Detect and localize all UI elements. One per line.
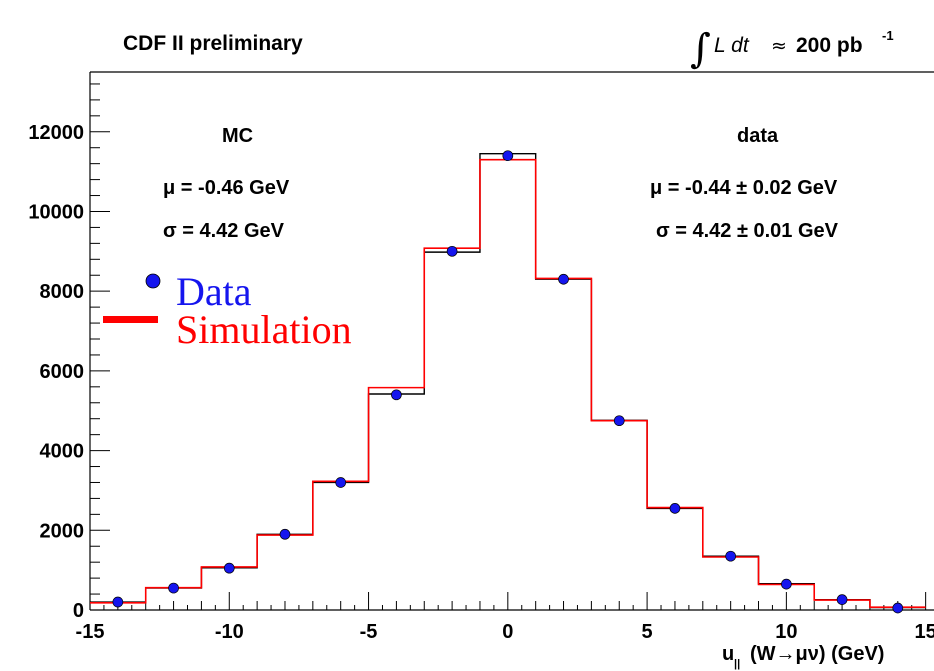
data-point: [669, 503, 681, 514]
approx-symbol: ≈: [771, 35, 787, 57]
mc-mu: μ = -0.46 GeV: [163, 177, 290, 199]
data-point: [502, 150, 514, 162]
x-tick-label: -15: [76, 621, 105, 643]
y-tick-label: 6000: [40, 361, 85, 383]
data-point: [391, 389, 402, 401]
y-tick-label: 4000: [40, 441, 85, 463]
data-point: [168, 582, 179, 594]
mc-heading: MC: [222, 125, 253, 147]
chart-title: CDF II preliminary: [123, 32, 303, 55]
mc-annotation: MC μ = -0.46 GeV σ = 4.42 GeV: [163, 125, 290, 242]
luminosity-exponent: -1: [882, 28, 894, 43]
data-mu: μ = -0.44 ± 0.02 GeV: [650, 177, 838, 199]
data-point: [446, 245, 458, 257]
x-axis-label-sub: ||: [734, 658, 740, 670]
data-point: [725, 550, 737, 562]
data-point: [112, 596, 124, 608]
x-tick-label: -10: [215, 621, 244, 643]
data-point: [892, 602, 904, 614]
data-point: [781, 578, 792, 590]
x-axis-label-main: u: [722, 643, 734, 665]
data-point: [223, 562, 235, 574]
y-tick-label: 12000: [28, 122, 84, 144]
data-points: [112, 150, 904, 614]
integral-symbol: ∫: [690, 26, 711, 72]
data-point: [836, 594, 848, 605]
luminosity-value: 200 pb: [796, 34, 863, 57]
x-tick-labels: -15 -10 -5 0 5 10 15: [76, 621, 934, 643]
x-tick-label: -5: [360, 621, 378, 643]
data-point: [613, 415, 625, 427]
y-tick-label: 0: [73, 600, 84, 622]
x-ticks: [89, 592, 927, 610]
luminosity-label: ∫ L dt ≈ 200 pb -1: [690, 26, 894, 72]
legend-data-marker: [145, 273, 161, 289]
mc-sigma: σ = 4.42 GeV: [163, 220, 285, 242]
x-axis-label: u || (W→μν) (GeV): [722, 643, 884, 670]
y-tick-labels: 0 2000 4000 6000 8000 10000 12000: [28, 122, 84, 622]
y-ticks: [90, 83, 110, 611]
y-tick-label: 2000: [40, 520, 85, 542]
data-point: [335, 477, 347, 488]
x-tick-label: 15: [915, 621, 934, 643]
data-heading: data: [737, 125, 779, 147]
luminosity-integrand: L dt: [714, 34, 750, 57]
x-tick-label: 10: [775, 621, 797, 643]
legend-data-label: Data: [176, 269, 252, 314]
y-tick-label: 10000: [28, 201, 84, 223]
x-tick-label: 5: [642, 621, 653, 643]
legend-simulation-marker: [103, 316, 158, 323]
legend-simulation-label: Simulation: [176, 307, 352, 352]
data-annotation: data μ = -0.44 ± 0.02 GeV σ = 4.42 ± 0.0…: [650, 125, 839, 242]
y-tick-label: 8000: [40, 281, 85, 303]
data-sigma: σ = 4.42 ± 0.01 GeV: [656, 220, 839, 242]
x-axis-label-rest: (W→μν) (GeV): [750, 643, 884, 665]
data-point: [279, 528, 291, 540]
x-tick-label: 0: [502, 621, 513, 643]
legend: Data Simulation: [103, 269, 352, 352]
data-point: [558, 273, 569, 285]
